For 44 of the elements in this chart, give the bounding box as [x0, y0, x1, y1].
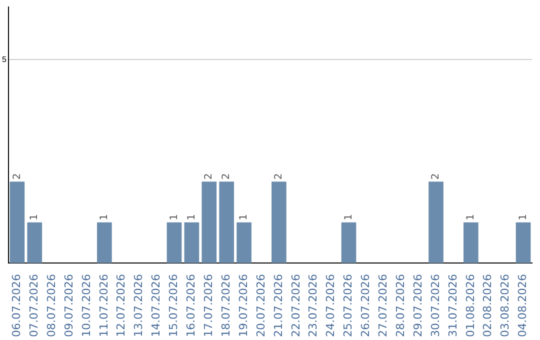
x-tick-label: 20.07.2026 [254, 274, 268, 338]
x-tick-label: 15.07.2026 [167, 274, 180, 338]
x-tick-label: 01.08.2026 [464, 274, 477, 338]
x-tick-label: 28.07.2026 [394, 274, 407, 338]
data-label: 1 [518, 214, 529, 220]
x-tick-label: 02.08.2026 [481, 274, 494, 338]
data-label: 2 [204, 173, 215, 180]
x-tick-label: 19.07.2026 [236, 274, 250, 338]
x-tick-label: 04.08.2026 [516, 274, 530, 338]
x-tick-label: 29.07.2026 [411, 274, 424, 338]
data-label: 1 [99, 214, 110, 220]
data-label: 1 [466, 214, 477, 220]
x-tick-label: 27.07.2026 [376, 274, 390, 338]
x-tick-label: 06.07.2026 [10, 274, 24, 338]
data-label: 2 [430, 173, 442, 180]
x-tick-label: 12.07.2026 [114, 274, 128, 338]
x-tick-label: 10.07.2026 [80, 274, 93, 338]
x-tick-label: 11.07.2026 [97, 274, 110, 338]
x-tick-label: 31.07.2026 [446, 274, 460, 338]
data-label: 2 [12, 173, 23, 180]
x-tick-label: 26.07.2026 [359, 274, 372, 338]
data-label: 1 [168, 214, 180, 220]
x-tick-label: 18.07.2026 [219, 274, 232, 338]
data-label: 1 [238, 214, 250, 220]
data-label: 2 [221, 173, 232, 180]
x-tick-label: 03.08.2026 [498, 274, 512, 338]
x-tick-label: 25.07.2026 [342, 274, 355, 338]
x-tick-label: 14.07.2026 [150, 274, 163, 338]
x-tick-label: 08.07.2026 [44, 274, 58, 338]
x-tick-label: 30.07.2026 [428, 274, 442, 338]
data-label: 1 [186, 214, 198, 220]
x-tick-label: 09.07.2026 [62, 274, 76, 338]
x-tick-label: 07.07.2026 [27, 274, 40, 338]
x-tick-label: 13.07.2026 [132, 274, 146, 338]
x-tick-label: 24.07.2026 [324, 274, 338, 338]
x-tick-label: 23.07.2026 [306, 274, 320, 338]
y-tick-label: 5 [2, 54, 7, 64]
data-label: 2 [274, 173, 285, 180]
x-tick-label: 21.07.2026 [272, 274, 285, 338]
x-tick-label: 16.07.2026 [184, 274, 198, 338]
data-label: 1 [29, 214, 40, 220]
data-label: 1 [343, 214, 354, 220]
x-tick-label: 17.07.2026 [202, 274, 216, 338]
x-tick-label: 22.07.2026 [289, 274, 302, 338]
